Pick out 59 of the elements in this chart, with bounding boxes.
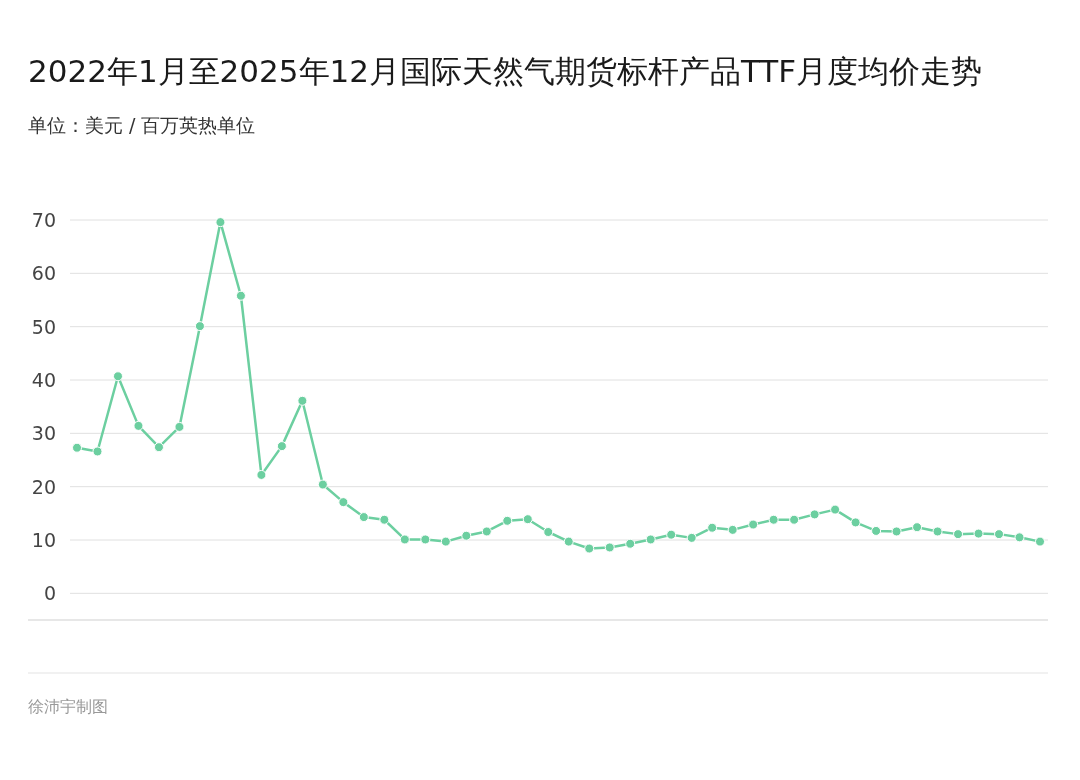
point <box>72 442 82 453</box>
point <box>809 509 820 520</box>
y-tick-label: 60 <box>31 262 56 285</box>
point <box>645 534 656 545</box>
point <box>707 522 718 533</box>
chart-title: 2022年1月至2025年12月国际天然气期货标杆产品TTF月度均价走势 <box>28 53 983 89</box>
y-tick-label: 70 <box>31 209 56 231</box>
point <box>625 538 636 549</box>
point <box>440 536 451 547</box>
point <box>235 290 246 301</box>
chart-subtitle: 单位：美元 / 百万英热单位 <box>28 114 256 136</box>
point <box>973 528 984 539</box>
point <box>686 532 697 543</box>
point <box>1014 532 1025 543</box>
point <box>194 321 205 332</box>
point <box>850 517 861 528</box>
point <box>932 526 943 537</box>
point <box>297 395 308 406</box>
point <box>891 526 902 537</box>
point <box>256 469 267 480</box>
point <box>399 534 410 545</box>
point <box>215 217 226 228</box>
point <box>789 514 800 525</box>
point <box>481 526 492 537</box>
point <box>1035 536 1045 547</box>
point <box>871 525 882 536</box>
point <box>604 542 615 553</box>
point <box>420 534 431 545</box>
point <box>666 529 677 540</box>
point <box>174 421 185 432</box>
y-tick-label: 20 <box>31 475 56 498</box>
point <box>522 514 533 525</box>
point <box>92 446 103 457</box>
point <box>358 512 369 523</box>
point <box>133 420 144 431</box>
point <box>502 515 513 526</box>
point <box>830 504 841 515</box>
y-tick-label: 10 <box>31 529 56 551</box>
point <box>584 543 595 554</box>
point <box>153 442 164 453</box>
point <box>276 441 287 452</box>
point <box>748 519 759 530</box>
y-tick-label: 30 <box>31 422 56 445</box>
point <box>543 527 554 537</box>
point <box>994 529 1005 540</box>
point <box>317 479 328 490</box>
point <box>379 514 390 525</box>
point <box>953 529 964 540</box>
y-tick-label: 40 <box>31 369 56 391</box>
point <box>912 522 923 533</box>
point <box>563 536 574 547</box>
y-tick-label: 0 <box>43 582 56 605</box>
point <box>338 497 349 508</box>
text: 徐沛宇制图 <box>28 697 108 716</box>
y-tick-label: 50 <box>31 315 56 338</box>
point <box>727 524 738 535</box>
point <box>461 530 472 541</box>
point <box>112 371 123 382</box>
point <box>768 514 779 525</box>
